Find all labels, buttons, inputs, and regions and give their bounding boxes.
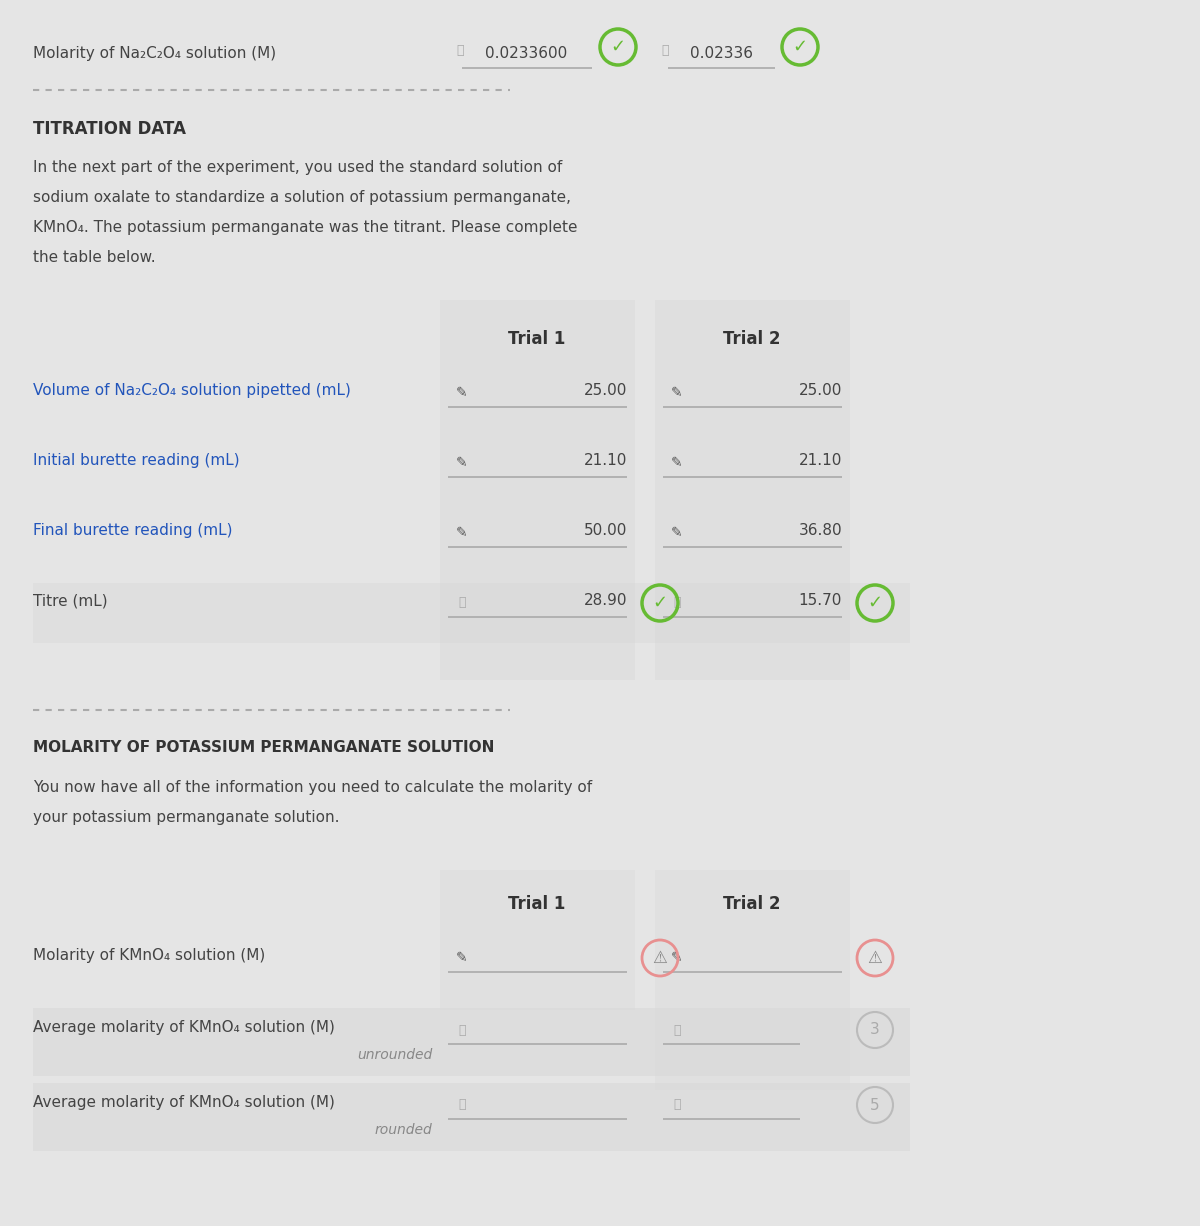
Text: 🔒: 🔒 [458,1098,466,1112]
Text: 🔒: 🔒 [673,1098,680,1112]
Text: 25.00: 25.00 [583,383,628,398]
Text: 0.0233600: 0.0233600 [485,47,568,61]
Text: 🔒: 🔒 [673,597,680,609]
Text: MOLARITY OF POTASSIUM PERMANGANATE SOLUTION: MOLARITY OF POTASSIUM PERMANGANATE SOLUT… [34,741,494,755]
Text: ⚠: ⚠ [868,949,882,967]
Text: 🔒: 🔒 [661,43,668,56]
Text: ✎: ✎ [671,951,683,965]
Text: ✎: ✎ [456,456,468,470]
Text: ✎: ✎ [456,386,468,400]
Text: ✓: ✓ [868,595,882,612]
Text: Trial 2: Trial 2 [724,895,781,913]
Text: Trial 1: Trial 1 [509,330,565,348]
Text: Initial burette reading (mL): Initial burette reading (mL) [34,452,240,468]
Text: ✎: ✎ [456,951,468,965]
Text: Average molarity of KMnO₄ solution (M): Average molarity of KMnO₄ solution (M) [34,1095,335,1110]
Text: the table below.: the table below. [34,250,156,265]
Text: ✎: ✎ [671,526,683,539]
FancyBboxPatch shape [655,300,850,680]
Text: rounded: rounded [374,1123,432,1137]
Text: 28.90: 28.90 [583,593,628,608]
Text: In the next part of the experiment, you used the standard solution of: In the next part of the experiment, you … [34,161,563,175]
Text: Molarity of Na₂C₂O₄ solution (M): Molarity of Na₂C₂O₄ solution (M) [34,47,276,61]
FancyBboxPatch shape [440,300,635,680]
Text: ✎: ✎ [671,456,683,470]
Text: Trial 2: Trial 2 [724,330,781,348]
Text: 15.70: 15.70 [799,593,842,608]
Text: Average molarity of KMnO₄ solution (M): Average molarity of KMnO₄ solution (M) [34,1020,335,1035]
Text: 25.00: 25.00 [799,383,842,398]
Text: sodium oxalate to standardize a solution of potassium permanganate,: sodium oxalate to standardize a solution… [34,190,571,205]
Text: ⚠: ⚠ [653,949,667,967]
Text: KMnO₄. The potassium permanganate was the titrant. Please complete: KMnO₄. The potassium permanganate was th… [34,219,577,235]
Text: Titre (mL): Titre (mL) [34,593,108,608]
FancyBboxPatch shape [655,870,850,1090]
Text: 0.02336: 0.02336 [690,47,754,61]
Text: ✓: ✓ [792,38,808,56]
FancyBboxPatch shape [440,870,635,1010]
Text: 50.00: 50.00 [583,524,628,538]
Text: 3: 3 [870,1022,880,1037]
Text: Final burette reading (mL): Final burette reading (mL) [34,524,233,538]
Text: 🔒: 🔒 [673,1024,680,1036]
Text: your potassium permanganate solution.: your potassium permanganate solution. [34,810,340,825]
Text: ✎: ✎ [456,526,468,539]
Text: ✎: ✎ [671,386,683,400]
Text: 🔒: 🔒 [456,43,463,56]
Text: ✓: ✓ [611,38,625,56]
Text: 🔒: 🔒 [458,1024,466,1036]
FancyBboxPatch shape [34,584,910,642]
Text: You now have all of the information you need to calculate the molarity of: You now have all of the information you … [34,780,592,794]
Text: Trial 1: Trial 1 [509,895,565,913]
Text: 5: 5 [870,1097,880,1112]
Text: ✓: ✓ [653,595,667,612]
Text: 36.80: 36.80 [798,524,842,538]
Text: TITRATION DATA: TITRATION DATA [34,120,186,139]
Text: Volume of Na₂C₂O₄ solution pipetted (mL): Volume of Na₂C₂O₄ solution pipetted (mL) [34,383,350,398]
Text: unrounded: unrounded [356,1048,432,1062]
Text: Molarity of KMnO₄ solution (M): Molarity of KMnO₄ solution (M) [34,948,265,962]
Text: 21.10: 21.10 [799,452,842,468]
FancyBboxPatch shape [34,1008,910,1076]
Text: 🔒: 🔒 [458,597,466,609]
FancyBboxPatch shape [34,1083,910,1151]
Text: 21.10: 21.10 [583,452,628,468]
